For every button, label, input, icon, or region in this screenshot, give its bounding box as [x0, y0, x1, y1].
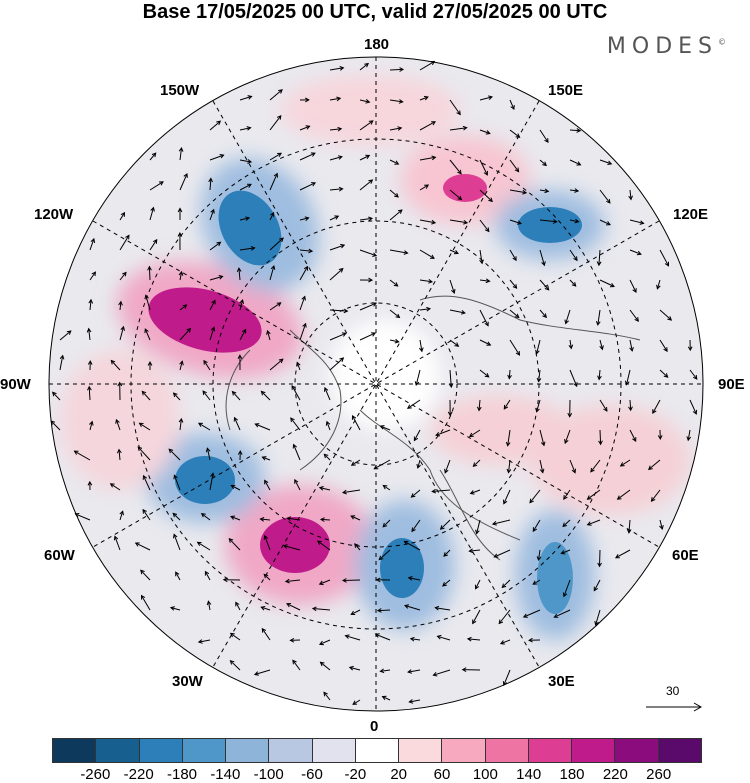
lon-label-120e: 120E	[673, 206, 709, 223]
colorbar-tick-label: -180	[166, 766, 198, 783]
lon-label-150e: 150E	[548, 82, 584, 99]
colorbar-tick-label: -100	[253, 766, 284, 783]
colorbar-segment	[355, 739, 400, 762]
colorbar-tick-label: 220	[602, 766, 628, 783]
colorbar-tick-label: -260	[80, 766, 111, 783]
colorbar-tick-label: 60	[433, 766, 451, 783]
map-title: Base 17/05/2025 00 UTC, valid 27/05/2025…	[142, 1, 608, 23]
colorbar-segment	[442, 739, 486, 762]
colorbar-tick-label: -20	[344, 766, 367, 783]
colorbar-segment	[658, 739, 701, 762]
lon-label-0: 0	[370, 718, 379, 735]
polar-map[interactable]	[0, 0, 750, 735]
lon-label-60e: 60E	[672, 547, 699, 564]
lon-label-150w: 150W	[160, 82, 200, 99]
colorbar-segment	[615, 739, 659, 762]
lon-label-60w: 60W	[44, 547, 75, 564]
colorbar-segment	[572, 739, 616, 762]
colorbar-tick-label: -140	[210, 766, 241, 783]
lon-label-180: 180	[364, 36, 390, 53]
lon-label-90e: 90E	[718, 376, 745, 393]
lon-label-30e: 30E	[548, 673, 575, 690]
graticule	[48, 56, 704, 712]
colorbar-segment	[182, 739, 227, 762]
wind-vectors	[50, 60, 698, 705]
anomaly-field	[49, 57, 703, 711]
colorbar-tick-label: -60	[301, 766, 323, 783]
colorbar-tick-label: 180	[559, 766, 585, 783]
colorbar-tick-label: -220	[123, 766, 154, 783]
lon-label-30w: 30W	[172, 673, 203, 690]
lon-label-90w: 90W	[0, 376, 31, 393]
colorbar-segment	[399, 739, 443, 762]
colorbar-tick-label: 260	[646, 766, 672, 783]
colorbar-segment	[528, 739, 573, 762]
vector-reference-arrow-icon	[646, 702, 703, 712]
vector-reference-label: 30	[666, 684, 680, 698]
colorbar-segment	[312, 739, 356, 762]
brand-logo: MODES©	[606, 34, 726, 59]
colorbar	[52, 738, 702, 763]
colorbar-tick-label: 100	[472, 766, 498, 783]
colorbar-segment	[485, 739, 529, 762]
colorbar-segment	[269, 739, 313, 762]
colorbar-tick-label: 140	[516, 766, 542, 783]
colorbar-tick-label: 20	[390, 766, 407, 783]
colorbar-segment	[53, 739, 97, 762]
coastlines	[225, 295, 641, 561]
lon-label-120w: 120W	[34, 206, 74, 223]
colorbar-segment	[139, 739, 183, 762]
colorbar-segment	[226, 739, 270, 762]
colorbar-segment	[96, 739, 140, 762]
